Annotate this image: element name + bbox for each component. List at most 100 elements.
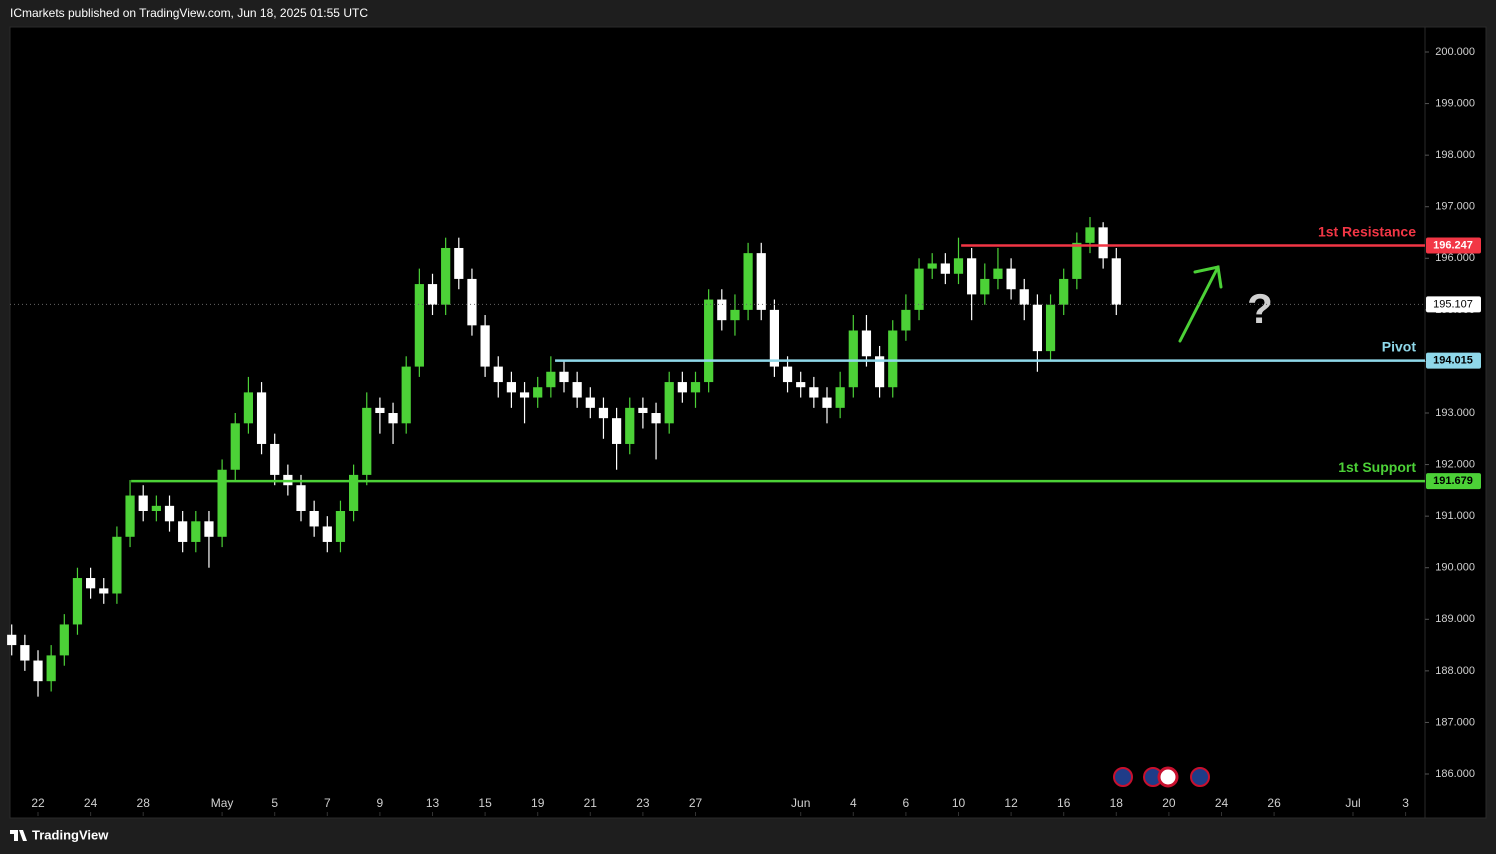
x-tick-label: 28 (137, 796, 151, 810)
footer-logo: TradingView (10, 827, 109, 842)
x-tick-label: 12 (1004, 796, 1018, 810)
candle-body (953, 258, 964, 274)
x-tick-label: 16 (1057, 796, 1071, 810)
x-tick-label: 23 (636, 796, 650, 810)
candle-body (1072, 242, 1082, 279)
candle-body (506, 382, 517, 393)
candle-body (980, 278, 990, 295)
candle-body (598, 407, 609, 419)
y-tick-label: 190.000 (1435, 562, 1475, 574)
x-tick-label: 7 (324, 796, 331, 810)
x-tick-label: 18 (1110, 796, 1124, 810)
x-tick-label: Jul (1345, 796, 1360, 810)
candle-body (611, 418, 622, 444)
candle-body (1032, 304, 1042, 352)
event-flag (1157, 766, 1179, 788)
level-name: Pivot (1382, 338, 1417, 354)
arrow-head (1193, 265, 1223, 289)
candle-body (796, 382, 806, 388)
candle-body (46, 655, 56, 682)
x-tick-label: May (211, 796, 234, 810)
candle-body (99, 588, 109, 594)
candle-body (59, 624, 69, 656)
candle-body (414, 284, 424, 367)
candle-body (349, 474, 359, 511)
candle-body (940, 263, 950, 274)
candle-body (362, 407, 372, 475)
candle-body (230, 423, 240, 470)
candle-body (401, 366, 411, 424)
level-price-box (1426, 237, 1481, 254)
candle-body (7, 634, 17, 646)
candle-body (572, 382, 582, 398)
candle-body (993, 268, 1003, 279)
x-tick-label: Jun (791, 796, 810, 810)
candle-body (1019, 289, 1029, 305)
candle-body (20, 645, 30, 661)
candle-body (151, 505, 161, 511)
y-tick-label: 200.000 (1435, 46, 1475, 58)
candle-body (638, 407, 648, 414)
candle-body (1006, 268, 1016, 290)
candle-body (441, 247, 451, 305)
event-icons (1113, 766, 1210, 788)
candle-body (927, 263, 937, 269)
candle-body (322, 526, 332, 542)
x-tick-label: 3 (1402, 796, 1409, 810)
level-price-label: 196.247 (1433, 239, 1473, 251)
candle-body (467, 278, 477, 326)
candle-body (243, 392, 254, 424)
candle-body (546, 371, 556, 388)
candle-body (270, 443, 280, 475)
candle-body (782, 366, 793, 383)
y-tick-label: 197.000 (1435, 201, 1475, 213)
candle-body (1085, 227, 1095, 243)
y-tick-label: 186.000 (1435, 768, 1475, 780)
candle-body (454, 247, 464, 279)
level-price-label: 194.015 (1433, 355, 1473, 367)
candle-body (756, 253, 766, 310)
candle-body (585, 397, 595, 408)
candle-body (309, 510, 319, 527)
chart-pane (9, 26, 1487, 819)
header-text: ICmarkets published on TradingView.com, … (10, 6, 368, 20)
x-tick-label: 22 (31, 796, 45, 810)
candle-body (72, 578, 83, 625)
event-flag (1113, 767, 1133, 787)
x-tick-label: 9 (377, 796, 384, 810)
candles (7, 217, 1121, 697)
candle-body (914, 268, 924, 310)
y-tick-label: 191.000 (1435, 510, 1475, 522)
candle-body (874, 356, 885, 388)
candle-body (335, 510, 346, 542)
logo-mark (10, 830, 27, 841)
candle-body (164, 505, 175, 522)
candle-body (33, 660, 43, 682)
candle-body (967, 258, 977, 295)
candle-body (1045, 304, 1056, 352)
candle-body (769, 309, 780, 367)
candle-body (559, 371, 569, 383)
y-tick-label: 193.000 (1435, 407, 1475, 419)
candle-body (388, 413, 398, 424)
candle-body (861, 330, 872, 357)
candle-body (664, 382, 674, 424)
candle-body (1111, 258, 1121, 305)
level-price-box (1426, 352, 1481, 369)
y-tick-label: 189.000 (1435, 613, 1475, 625)
x-tick-label: 20 (1162, 796, 1176, 810)
x-tick-label: 4 (850, 796, 857, 810)
level-price-box (1426, 473, 1481, 490)
y-tick-label: 196.000 (1435, 252, 1475, 264)
candle-body (178, 521, 188, 542)
annotation: ? (1247, 285, 1273, 332)
candle-body (717, 299, 727, 321)
candle-body (427, 284, 438, 305)
x-tick-label: 27 (689, 796, 703, 810)
candle-body (375, 407, 385, 414)
candle-body (493, 366, 503, 383)
candle-body (730, 309, 740, 321)
candle-body (533, 387, 543, 398)
